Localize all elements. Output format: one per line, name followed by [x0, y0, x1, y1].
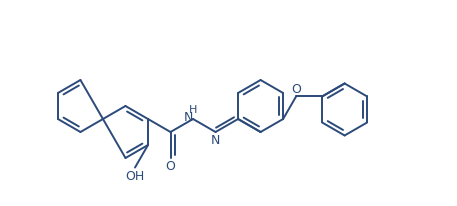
Text: O: O — [291, 83, 301, 96]
Text: H: H — [189, 104, 197, 115]
Text: OH: OH — [125, 169, 144, 182]
Text: N: N — [183, 111, 193, 124]
Text: N: N — [211, 134, 220, 147]
Text: O: O — [165, 160, 175, 173]
